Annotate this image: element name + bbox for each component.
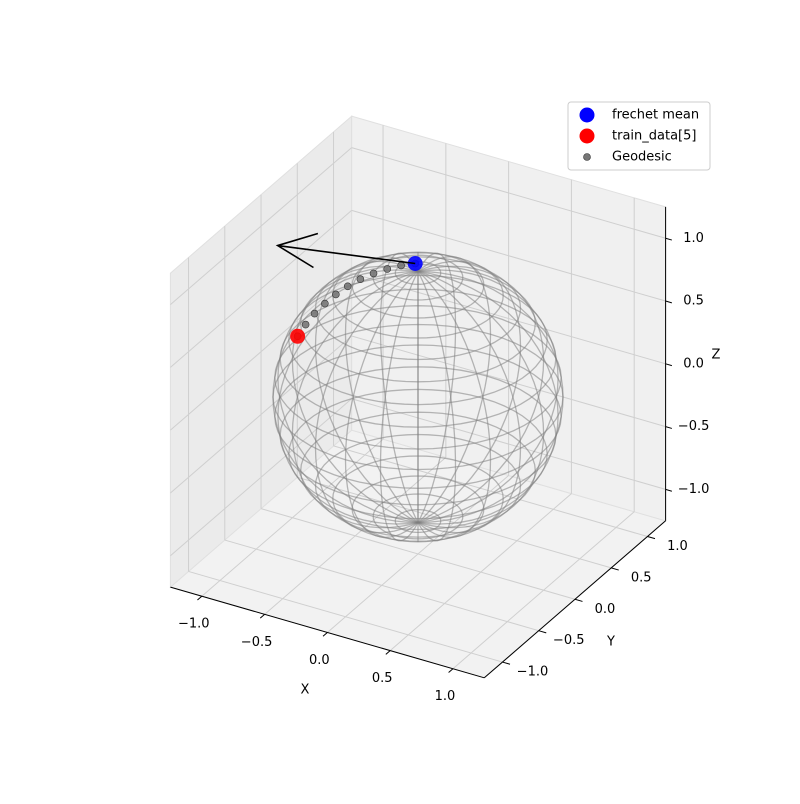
point — [397, 261, 405, 270]
z-axis-label: Z — [712, 348, 721, 363]
tick-mark — [574, 598, 583, 602]
x-tick-label: 0.5 — [372, 671, 393, 686]
x-axis-line — [170, 586, 485, 679]
point — [310, 309, 319, 318]
point — [369, 269, 378, 278]
sphere-parallel — [314, 433, 522, 538]
legend-label: train_data[5] — [612, 129, 696, 144]
y-tick-label: −0.5 — [553, 633, 585, 648]
tick-mark — [665, 237, 673, 241]
grid-line — [170, 398, 352, 557]
sphere-parallel — [279, 366, 557, 506]
tick-mark — [647, 536, 656, 540]
point — [356, 275, 365, 284]
y-axis-line — [483, 520, 666, 679]
y-tick-label: 0.0 — [595, 602, 616, 617]
point — [343, 282, 352, 291]
point — [321, 299, 329, 308]
tick-mark — [665, 363, 673, 367]
legend-box — [567, 101, 711, 171]
tick-mark — [259, 613, 265, 619]
y-tick-label: 1.0 — [667, 539, 688, 554]
tick-mark — [448, 668, 454, 673]
x-axis-label: X — [301, 683, 310, 698]
grid-line — [170, 335, 352, 494]
grid-line — [351, 272, 666, 365]
z-tick-label: 0.0 — [683, 356, 704, 371]
tick-mark — [665, 426, 673, 429]
sphere-parallel — [314, 256, 522, 361]
tick-mark — [538, 630, 547, 634]
grid-line — [351, 209, 666, 302]
x-tick-label: 0.0 — [309, 653, 330, 668]
tick-mark — [502, 661, 511, 665]
tick-mark — [385, 650, 391, 655]
x-tick-label: −0.5 — [241, 635, 273, 650]
grid-line — [351, 147, 666, 239]
grid-line — [188, 570, 503, 663]
x-tick-label: −1.0 — [178, 617, 210, 632]
tick-mark — [665, 300, 673, 304]
sphere-parallel — [288, 388, 548, 520]
point — [301, 320, 310, 329]
grid-line — [333, 445, 648, 537]
sphere-parallel — [300, 411, 536, 531]
sphere-parallel — [394, 509, 442, 534]
sphere-parallel — [351, 475, 485, 543]
x-tick-label: 1.0 — [435, 689, 456, 704]
grid-line — [170, 272, 352, 431]
sphere-parallel — [274, 344, 562, 489]
sphere-parallel — [300, 263, 536, 383]
legend-marker — [579, 128, 595, 144]
point — [383, 265, 392, 273]
legend-marker — [583, 153, 591, 161]
point — [290, 328, 306, 344]
grid-line — [170, 147, 352, 305]
tick-mark — [665, 488, 673, 492]
z-tick-label: −0.5 — [678, 419, 710, 434]
y-tick-label: −1.0 — [517, 665, 549, 680]
quiver-arrow — [275, 232, 416, 269]
y-axis-label: Y — [606, 635, 615, 650]
grid-line — [170, 210, 352, 368]
grid-line — [351, 335, 666, 428]
sphere-parallel — [372, 254, 464, 301]
tick-mark — [197, 595, 203, 601]
z-tick-label: −1.0 — [678, 482, 710, 497]
sphere-parallel — [372, 493, 464, 540]
z-tick-label: 1.0 — [683, 231, 704, 246]
grid-line — [260, 508, 576, 600]
z-tick-label: 0.5 — [683, 294, 704, 309]
tick-mark — [611, 567, 619, 571]
sphere-parallel — [351, 251, 485, 319]
grid-line — [351, 398, 666, 490]
legend-marker — [579, 107, 595, 123]
sphere-parallel — [279, 288, 557, 428]
sphere-parallel — [272, 323, 564, 471]
sphere-parallel — [332, 252, 504, 339]
sphere-parallel — [288, 274, 548, 406]
grid-line — [224, 539, 539, 632]
point — [332, 290, 340, 299]
tick-mark — [322, 632, 328, 637]
legend-label: Geodesic — [612, 150, 672, 165]
y-tick-label: 0.5 — [631, 570, 652, 585]
legend-label: frechet mean — [612, 108, 699, 123]
